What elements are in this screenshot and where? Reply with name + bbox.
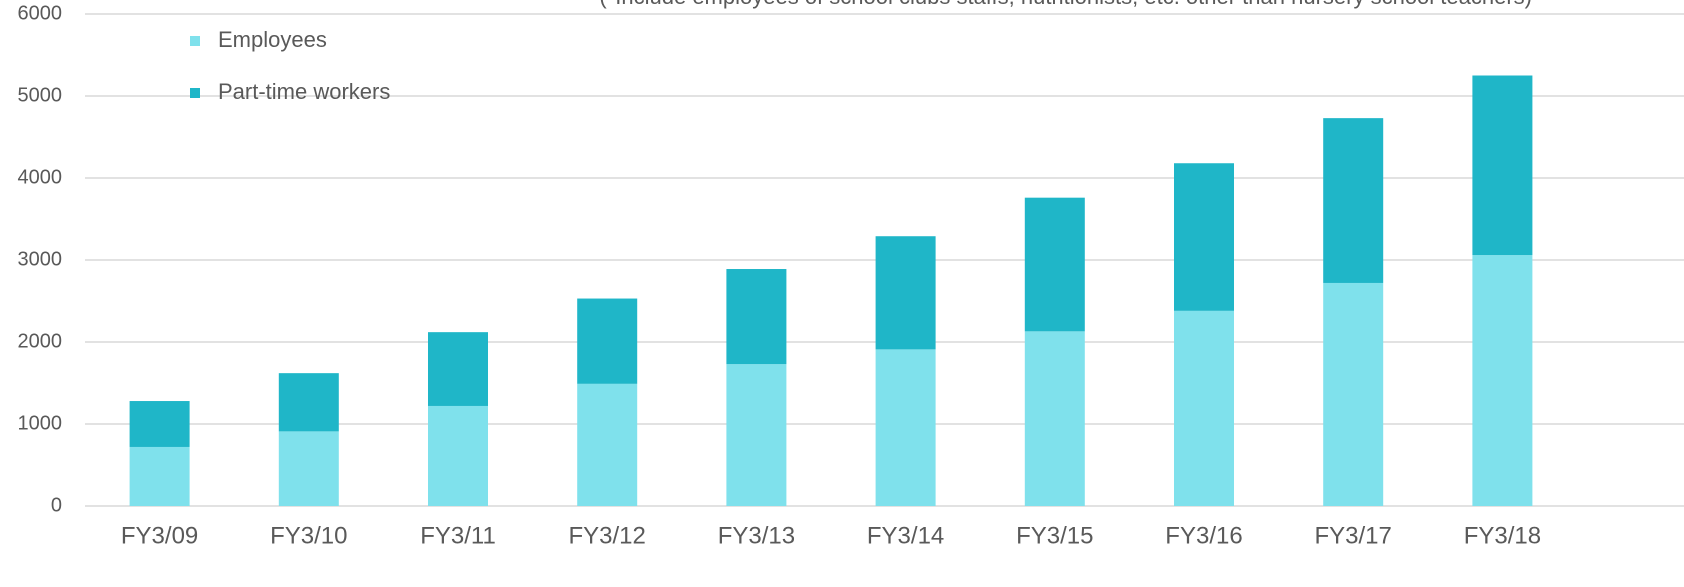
bar-segment [1174,163,1234,311]
y-tick-label: 4000 [18,166,63,188]
legend-swatch [190,88,200,98]
bar-segment [428,332,488,406]
y-tick-label: 5000 [18,84,63,106]
bar-segment [577,383,638,506]
x-tick-label: FY3/11 [420,522,496,549]
x-tick-label: FY3/15 [1016,522,1093,549]
bar-segment [1323,282,1384,506]
x-tick-label: FY3/09 [121,522,198,549]
legend-label: Part-time workers [218,79,390,104]
x-tick-label: FY3/17 [1315,522,1392,549]
bar-segment [875,349,936,506]
y-tick-label: 1000 [18,412,63,434]
x-tick-label: FY3/13 [718,522,795,549]
y-tick-label: 2000 [18,330,63,352]
bar-segment [428,405,488,506]
bar-segment [278,373,339,432]
y-tick-label: 3000 [18,248,63,270]
bar-segment [129,401,190,447]
bar-segment [1323,118,1384,283]
x-tick-label: FY3/14 [867,522,944,549]
bar-segment [726,269,787,365]
x-tick-label: FY3/16 [1165,522,1242,549]
y-tick-label: 6000 [18,2,63,24]
x-tick-label: FY3/18 [1464,522,1541,549]
bar-segment [1174,310,1234,506]
bar-segment [1472,255,1533,506]
annotation: (*Include employees of school clubs staf… [599,0,1532,9]
x-tick-label: FY3/12 [569,522,646,549]
bar-segment [1024,331,1085,506]
bar-segment [875,236,936,350]
bar-segment [577,298,638,384]
bar-segment [726,364,787,506]
bar-segment [278,431,339,506]
bar-segment [1024,197,1085,332]
bar-segment [129,446,190,506]
y-tick-label: 0 [51,494,62,516]
x-tick-label: FY3/10 [270,522,347,549]
legend-label: Employees [218,27,327,52]
legend-swatch [190,36,200,46]
bar-segment [1472,75,1533,256]
